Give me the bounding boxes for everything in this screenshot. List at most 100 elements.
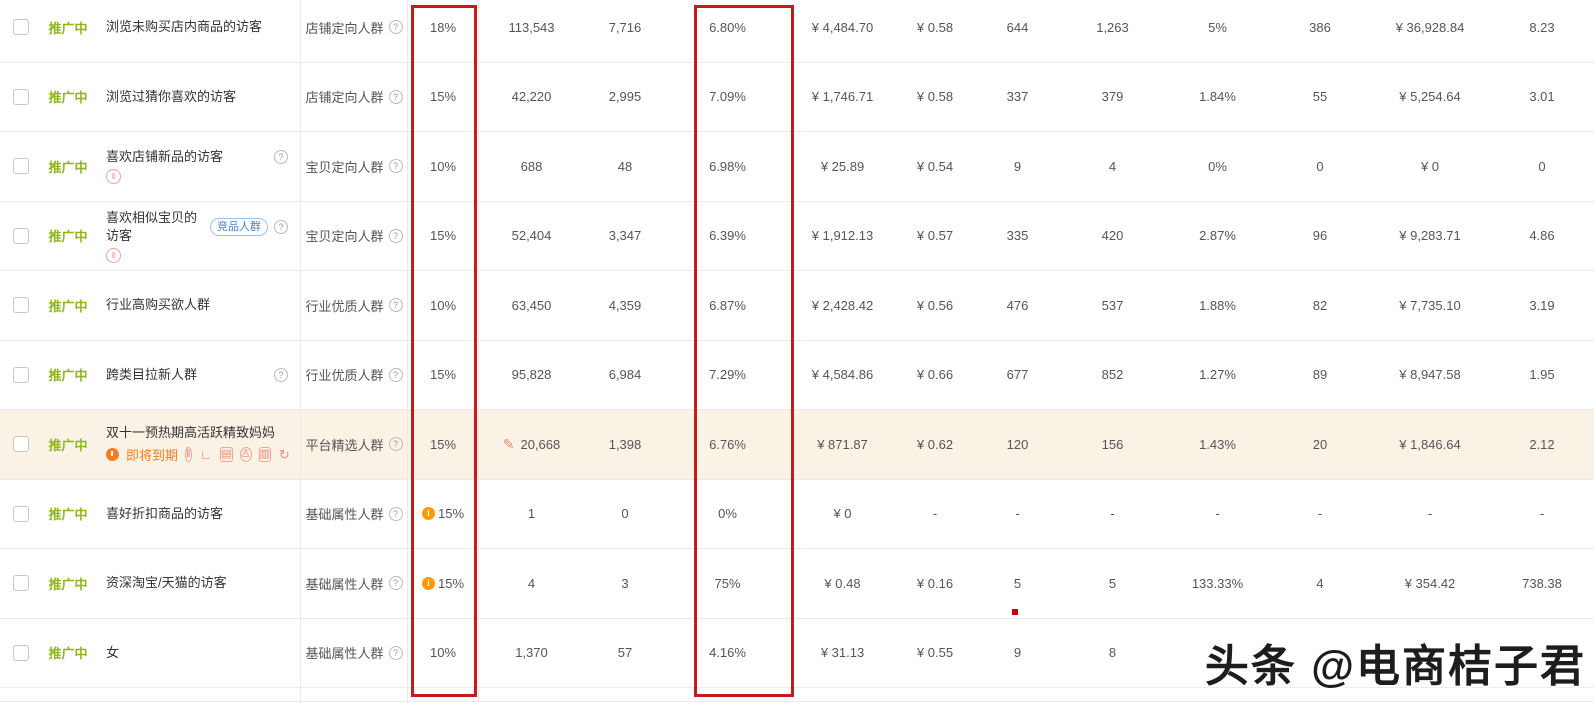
- row-checkbox[interactable]: [13, 227, 29, 244]
- roi-cell: 3.01: [1529, 89, 1555, 105]
- competitor-audience-tag: 竞品人群: [210, 217, 268, 236]
- conversions-cell: -: [1015, 506, 1020, 522]
- audience-type-cell: 行业优质人群 ?: [300, 296, 408, 315]
- help-icon[interactable]: ?: [388, 437, 403, 452]
- user-icon[interactable]: ♙: [239, 447, 252, 463]
- row-checkbox-cell: [0, 158, 40, 175]
- premium-discount-cell: i 15%: [408, 576, 478, 591]
- roi-cell: -: [1539, 506, 1545, 522]
- premium-discount-value: 15%: [429, 228, 457, 244]
- row-checkbox[interactable]: [13, 158, 29, 175]
- row-checkbox[interactable]: [13, 644, 29, 661]
- help-icon[interactable]: ?: [388, 159, 403, 174]
- ppc-cell: ¥ 0.55: [916, 645, 954, 661]
- audience-name-cell: 女 ? ‖ ‖ ∟ ▤ ♙ ▥ ↻ ↻: [96, 644, 300, 662]
- pause-icon[interactable]: ‖: [106, 169, 121, 185]
- conversions-cell: 5: [1013, 575, 1022, 591]
- roi-cell: 4.86: [1529, 228, 1555, 244]
- cart-adds-cell: 5: [1108, 575, 1117, 591]
- delete-icon[interactable]: ▥: [258, 447, 271, 463]
- orders-cell: 82: [1312, 297, 1328, 313]
- conversion-rate-cell: 0%: [1208, 158, 1227, 174]
- audience-type: 宝贝定向人群: [305, 159, 384, 175]
- clicks-cell: 1,398: [608, 436, 642, 452]
- conversion-rate-cell: 1.88%: [1199, 297, 1236, 313]
- ctr-cell: 4.16%: [709, 645, 746, 661]
- status-badge: 推广中: [48, 507, 88, 523]
- help-icon[interactable]: ?: [388, 367, 403, 382]
- row-checkbox[interactable]: [13, 297, 29, 314]
- roi-cell: 0: [1538, 158, 1546, 174]
- help-icon[interactable]: ?: [388, 576, 403, 591]
- row-checkbox-cell: [0, 644, 40, 661]
- report-icon[interactable]: ▤: [220, 447, 233, 463]
- audience-type-cell: 基础属性人群 ?: [300, 643, 408, 662]
- row-checkbox-cell: [0, 366, 40, 383]
- ctr-cell: 6.98%: [709, 158, 746, 174]
- impressions-cell: ✎ 63,450: [478, 298, 585, 313]
- audience-name-cell: 喜欢店铺新品的访客 ? ‖ ‖ ∟ ▤ ♙ ▥ ↻ ↻: [96, 148, 300, 185]
- impressions-value: 4: [527, 575, 536, 591]
- help-icon[interactable]: ?: [274, 150, 288, 165]
- help-icon[interactable]: ?: [274, 367, 288, 382]
- audience-type-cell: 宝贝定向人群 ?: [300, 157, 408, 176]
- row-checkbox[interactable]: [13, 575, 29, 592]
- help-icon[interactable]: ?: [388, 298, 403, 313]
- pause-icon[interactable]: ‖: [106, 247, 121, 263]
- conversions-cell: 644: [1006, 19, 1029, 35]
- impressions-value: 20,668: [520, 436, 561, 452]
- cost-cell: ¥ 871.87: [817, 436, 868, 452]
- conversion-rate-cell: 5%: [1208, 19, 1227, 35]
- ppc-cell: ¥ 0.16: [916, 575, 954, 591]
- audience-name-cell: 浏览未购买店内商品的访客 ? ‖ ‖ ∟ ▤ ♙ ▥ ↻ ↻: [96, 18, 300, 36]
- pause-icon[interactable]: ‖: [185, 447, 192, 463]
- conversions-cell: 9: [1013, 158, 1022, 174]
- help-icon[interactable]: ?: [388, 645, 403, 660]
- row-checkbox[interactable]: [13, 505, 29, 522]
- row-checkbox[interactable]: [13, 88, 29, 105]
- premium-discount-cell: i 15%: [408, 437, 478, 452]
- paused-indicator: ‖: [106, 247, 292, 263]
- row-checkbox[interactable]: [13, 19, 29, 36]
- audience-type-cell: 平台精选人群 ?: [300, 435, 408, 454]
- row-checkbox-cell: [0, 575, 40, 592]
- cost-cell: ¥ 31.13: [820, 645, 865, 661]
- help-icon[interactable]: ?: [274, 219, 288, 234]
- impressions-value: 52,404: [511, 228, 552, 244]
- help-icon[interactable]: ?: [388, 20, 403, 35]
- ppc-cell: ¥ 0.62: [916, 436, 954, 452]
- conversions-cell: 335: [1006, 228, 1029, 244]
- status-badge: 推广中: [48, 20, 88, 36]
- revenue-cell: ¥ 5,254.64: [1399, 89, 1461, 105]
- ppc-cell: ¥ 0.57: [916, 228, 954, 244]
- row-checkbox-cell: [0, 505, 40, 522]
- ctr-cell: 6.39%: [709, 228, 746, 244]
- orders-cell: 20: [1312, 436, 1328, 452]
- roi-cell: 738.38: [1522, 575, 1562, 591]
- info-icon[interactable]: i: [421, 507, 435, 521]
- row-checkbox-cell: [0, 88, 40, 105]
- table-row: 推广中 双十一预热期高活跃精致妈妈 ? ‖ 即将到期 ‖ ∟ ▤ ♙ ▥ ↻ ↻: [0, 410, 1594, 480]
- refresh-icon[interactable]: ↻: [278, 447, 290, 463]
- revenue-cell: ¥ 1,846.64: [1399, 436, 1461, 452]
- row-checkbox[interactable]: [13, 366, 29, 383]
- chart-icon[interactable]: ∟: [199, 447, 213, 463]
- impressions-cell: ✎ 688: [478, 159, 585, 174]
- ctr-cell: 0%: [718, 506, 737, 522]
- expiring-alert-icon: [106, 448, 119, 462]
- roi-cell: 2.12: [1529, 436, 1555, 452]
- impressions-cell: ✎ 1: [478, 506, 585, 521]
- audience-type: 基础属性人群: [305, 507, 384, 523]
- info-icon[interactable]: i: [421, 576, 435, 590]
- help-icon[interactable]: ?: [388, 89, 403, 104]
- row-checkbox[interactable]: [13, 436, 29, 453]
- revenue-cell: ¥ 36,928.84: [1395, 19, 1465, 35]
- status-badge: 推广中: [48, 437, 88, 453]
- edit-icon[interactable]: ✎: [502, 435, 515, 452]
- expiring-label: 即将到期: [126, 448, 179, 464]
- premium-discount-cell: i 10%: [408, 645, 478, 660]
- cart-adds-cell: -: [1110, 506, 1115, 522]
- help-icon[interactable]: ?: [388, 506, 403, 521]
- help-icon[interactable]: ?: [388, 228, 403, 243]
